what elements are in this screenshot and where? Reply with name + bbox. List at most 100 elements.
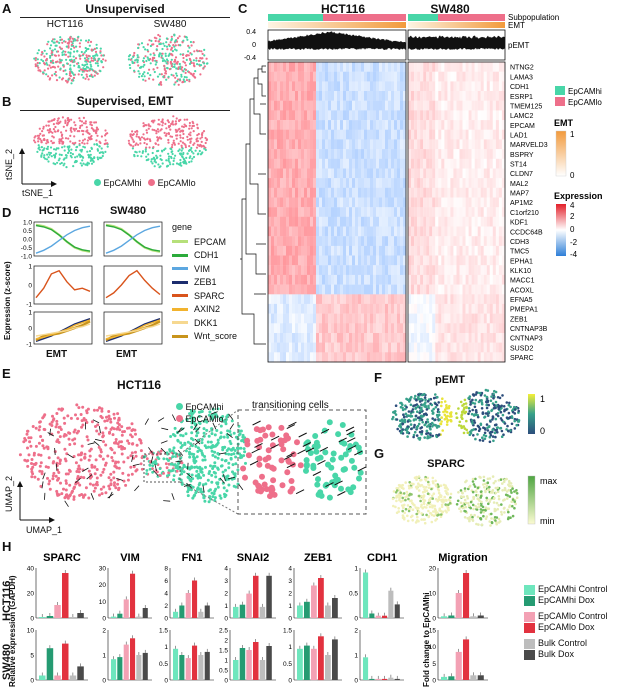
heat-cell [459,129,463,140]
point [104,150,107,153]
heat-cell [417,236,421,247]
point [202,144,205,147]
heat-cell [489,187,493,198]
point [55,40,59,43]
heat-cell [471,71,475,82]
point [86,139,89,142]
point [48,479,52,483]
heat-cell [295,187,298,198]
point [192,41,195,44]
heat-cell [355,352,358,363]
point [188,138,191,141]
heat-cell [489,303,493,314]
heat-cell [420,120,424,130]
heat-cell [450,313,454,324]
heat-cell [403,178,406,188]
point [94,50,98,53]
heat-cell [492,226,496,237]
heat-cell [295,207,298,218]
heatmap-frame-sw [407,61,506,363]
heat-cell [385,81,388,92]
heat-cell [292,323,295,334]
point [46,153,49,156]
point [70,79,73,82]
heat-cell [325,100,328,111]
heat-cell [313,216,316,227]
velocity-arrow [148,447,153,454]
panel-letter-e: E [2,366,11,381]
heat-cell [280,294,283,305]
emt-bar-sw [408,22,505,28]
point [156,150,159,153]
d-tick: 0 [28,326,32,333]
point [70,148,73,151]
heat-cell [379,333,382,343]
point [200,467,204,471]
heat-cell [370,71,373,82]
heat-cell [292,352,295,363]
point [73,38,76,41]
heat-cell [295,313,298,324]
point [262,432,269,439]
heat-cell [450,265,454,276]
point [152,78,155,81]
heat-cell [435,120,439,130]
heat-cell [280,323,283,334]
heat-cell [343,236,346,247]
point [179,44,182,47]
heat-cell [462,100,466,111]
point [80,451,84,455]
heat-cell [486,352,490,363]
point [203,62,206,65]
heat-cell [408,303,412,314]
heat-cell [313,236,316,247]
heat-cell [280,207,283,218]
heat-cell [480,207,484,218]
point [36,52,39,55]
heat-cell [283,139,286,150]
heat-cell [429,81,433,92]
heat-cell [447,100,451,111]
point [167,152,170,155]
point [101,457,105,461]
gene-label: EPCAM [510,123,535,130]
point [36,134,39,137]
heat-cell [432,323,436,334]
point [196,123,199,126]
point [89,159,92,162]
heat-cell [298,236,301,247]
heat-cell [373,303,376,314]
point [214,487,218,491]
heat-cell [411,294,415,305]
point [168,457,172,460]
heat-cell [483,110,487,121]
point [170,35,173,38]
gene-label: LAMC2 [510,113,533,120]
point [259,473,265,480]
heat-cell [450,197,454,208]
point [42,125,45,128]
heat-cell [346,236,349,247]
heat-cell [385,255,388,266]
heat-cell [388,71,391,82]
point [57,440,61,444]
heat-cell [394,129,397,140]
point [88,150,92,153]
point [178,119,181,123]
gene-label: TMC5 [510,249,529,256]
heat-cell [334,110,337,121]
point [77,453,80,457]
point [68,469,72,473]
heat-cell [358,168,361,179]
point [179,441,183,445]
heat-cell [310,81,313,92]
point [166,48,169,51]
heat-cell [316,303,319,314]
heat-cell [334,168,337,179]
heat-cell [352,129,355,140]
heat-cell [426,313,430,324]
heat-cell [298,216,301,227]
heat-cell [483,294,487,305]
point [90,137,93,141]
heat-cell [298,197,301,208]
